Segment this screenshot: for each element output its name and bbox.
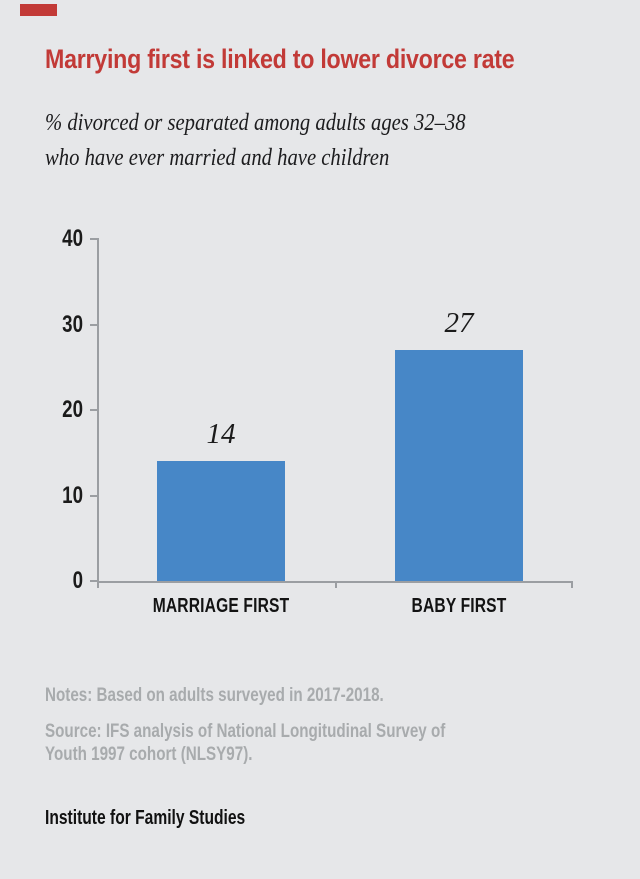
- x-tick-middle: [335, 581, 337, 588]
- x-tick-left: [97, 581, 99, 588]
- subtitle-line-2: who have ever married and have children: [45, 145, 390, 171]
- subtitle-line-1: % divorced or separated among adults age…: [45, 110, 466, 136]
- bar-marriage-first: 14: [157, 418, 285, 581]
- bar-fill-baby-first: [395, 350, 523, 581]
- y-tick-10: [90, 494, 99, 497]
- bar-fill-marriage-first: [157, 461, 285, 581]
- y-tick-label-40: 40: [62, 225, 83, 252]
- bar-chart-plot-area: 40 30 20 10 0 14 27 MARRIAGE FIRST BABY …: [62, 227, 573, 617]
- x-tick-right: [571, 581, 573, 588]
- y-tick-label-0: 0: [72, 567, 83, 594]
- chart-subtitle: % divorced or separated among adults age…: [45, 106, 466, 176]
- source-line-2: Youth 1997 cohort (NLSY97).: [45, 744, 253, 765]
- y-tick-20: [90, 409, 99, 411]
- y-tick-label-10: 10: [62, 481, 83, 509]
- bar-baby-first: 27: [395, 307, 523, 581]
- x-category-label-baby-first: BABY FIRST: [411, 595, 507, 617]
- y-tick-40: [90, 238, 99, 240]
- org-name: Institute for Family Studies: [45, 807, 246, 829]
- notes-text: Notes: Based on adults surveyed in 2017-…: [45, 685, 384, 706]
- chart-notes-block: Notes: Based on adults surveyed in 2017-…: [45, 684, 445, 766]
- y-tick-0: [90, 580, 99, 582]
- x-category-label-marriage-first: MARRIAGE FIRST: [152, 595, 290, 617]
- y-tick-30: [90, 323, 99, 326]
- y-tick-label-20: 20: [62, 396, 83, 423]
- y-tick-label-30: 30: [62, 310, 83, 338]
- source-line-1: Source: IFS analysis of National Longitu…: [45, 721, 446, 742]
- chart-title: Marrying first is linked to lower divorc…: [45, 44, 515, 74]
- bar-value-label-marriage-first: 14: [206, 418, 236, 451]
- ifs-red-brand-mark: [20, 4, 57, 16]
- bar-value-label-baby-first: 27: [444, 307, 474, 340]
